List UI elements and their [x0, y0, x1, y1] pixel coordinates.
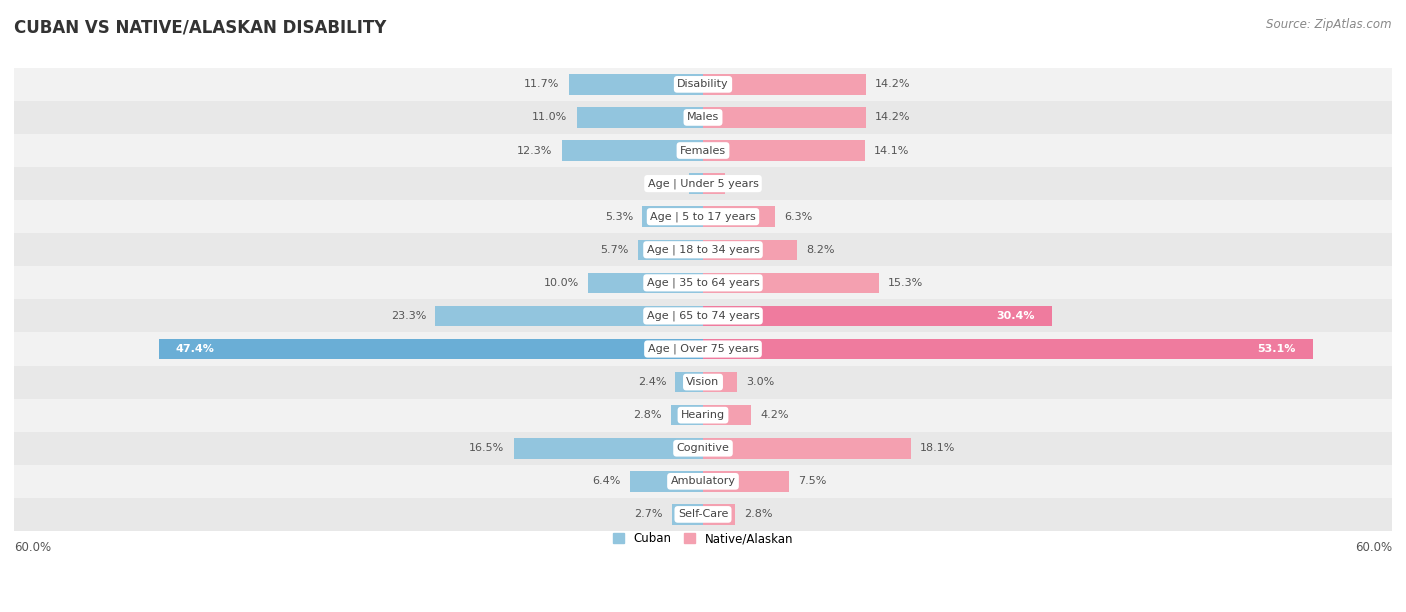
Text: 18.1%: 18.1% — [920, 443, 956, 453]
Bar — [14, 68, 1392, 101]
Text: Ambulatory: Ambulatory — [671, 476, 735, 487]
Text: 60.0%: 60.0% — [1355, 541, 1392, 554]
Text: Females: Females — [681, 146, 725, 155]
Text: Age | Over 75 years: Age | Over 75 years — [648, 344, 758, 354]
Text: 7.5%: 7.5% — [799, 476, 827, 487]
Text: 6.4%: 6.4% — [592, 476, 620, 487]
Bar — [703, 173, 725, 194]
Text: 2.8%: 2.8% — [633, 410, 662, 420]
Bar — [703, 74, 866, 95]
Bar — [630, 471, 703, 491]
Bar — [671, 405, 703, 425]
Text: Age | Under 5 years: Age | Under 5 years — [648, 178, 758, 189]
Bar — [14, 498, 1392, 531]
Text: 2.8%: 2.8% — [744, 509, 773, 520]
Bar — [675, 372, 703, 392]
Text: Source: ZipAtlas.com: Source: ZipAtlas.com — [1267, 18, 1392, 31]
Bar — [14, 299, 1392, 332]
Text: Disability: Disability — [678, 80, 728, 89]
Bar — [568, 74, 703, 95]
Bar — [513, 438, 703, 458]
Text: 11.0%: 11.0% — [533, 113, 568, 122]
Text: Age | 35 to 64 years: Age | 35 to 64 years — [647, 278, 759, 288]
Text: 10.0%: 10.0% — [544, 278, 579, 288]
Text: 60.0%: 60.0% — [14, 541, 51, 554]
Text: Cognitive: Cognitive — [676, 443, 730, 453]
Bar — [14, 431, 1392, 465]
Text: 14.2%: 14.2% — [875, 113, 911, 122]
Text: 14.2%: 14.2% — [875, 80, 911, 89]
Text: 1.2%: 1.2% — [651, 179, 681, 188]
Bar — [703, 107, 866, 128]
Text: 15.3%: 15.3% — [887, 278, 924, 288]
Text: Vision: Vision — [686, 377, 720, 387]
Text: 30.4%: 30.4% — [997, 311, 1035, 321]
Bar — [14, 233, 1392, 266]
Bar — [703, 405, 751, 425]
Bar — [703, 272, 879, 293]
Bar — [703, 339, 1313, 359]
Text: 47.4%: 47.4% — [176, 344, 215, 354]
Text: 2.7%: 2.7% — [634, 509, 662, 520]
Text: 6.3%: 6.3% — [785, 212, 813, 222]
Bar — [703, 504, 735, 524]
Bar — [436, 305, 703, 326]
Text: Males: Males — [688, 113, 718, 122]
Text: 1.9%: 1.9% — [734, 179, 762, 188]
Text: 53.1%: 53.1% — [1257, 344, 1295, 354]
Text: 12.3%: 12.3% — [517, 146, 553, 155]
Bar — [14, 332, 1392, 365]
Bar — [14, 101, 1392, 134]
Text: Age | 18 to 34 years: Age | 18 to 34 years — [647, 245, 759, 255]
Bar — [14, 398, 1392, 431]
Bar — [14, 266, 1392, 299]
Text: 23.3%: 23.3% — [391, 311, 426, 321]
Bar — [637, 239, 703, 260]
Text: Self-Care: Self-Care — [678, 509, 728, 520]
Bar — [643, 206, 703, 227]
Bar — [14, 200, 1392, 233]
Text: 5.7%: 5.7% — [600, 245, 628, 255]
Bar — [703, 239, 797, 260]
Text: 8.2%: 8.2% — [807, 245, 835, 255]
Bar — [14, 365, 1392, 398]
Text: 11.7%: 11.7% — [524, 80, 560, 89]
Text: 5.3%: 5.3% — [605, 212, 633, 222]
Bar — [14, 134, 1392, 167]
Bar — [562, 140, 703, 161]
Bar — [672, 504, 703, 524]
Bar — [576, 107, 703, 128]
Bar — [689, 173, 703, 194]
Bar — [159, 339, 703, 359]
Bar — [14, 465, 1392, 498]
Bar — [703, 372, 738, 392]
Text: 4.2%: 4.2% — [761, 410, 789, 420]
Bar — [703, 471, 789, 491]
Text: Hearing: Hearing — [681, 410, 725, 420]
Bar — [703, 305, 1052, 326]
Text: Age | 65 to 74 years: Age | 65 to 74 years — [647, 311, 759, 321]
Bar — [703, 438, 911, 458]
Bar — [14, 167, 1392, 200]
Legend: Cuban, Native/Alaskan: Cuban, Native/Alaskan — [607, 528, 799, 550]
Bar — [703, 140, 865, 161]
Bar — [588, 272, 703, 293]
Text: 3.0%: 3.0% — [747, 377, 775, 387]
Text: CUBAN VS NATIVE/ALASKAN DISABILITY: CUBAN VS NATIVE/ALASKAN DISABILITY — [14, 18, 387, 36]
Text: 2.4%: 2.4% — [638, 377, 666, 387]
Bar — [703, 206, 775, 227]
Text: Age | 5 to 17 years: Age | 5 to 17 years — [650, 211, 756, 222]
Text: 16.5%: 16.5% — [470, 443, 505, 453]
Text: 14.1%: 14.1% — [875, 146, 910, 155]
